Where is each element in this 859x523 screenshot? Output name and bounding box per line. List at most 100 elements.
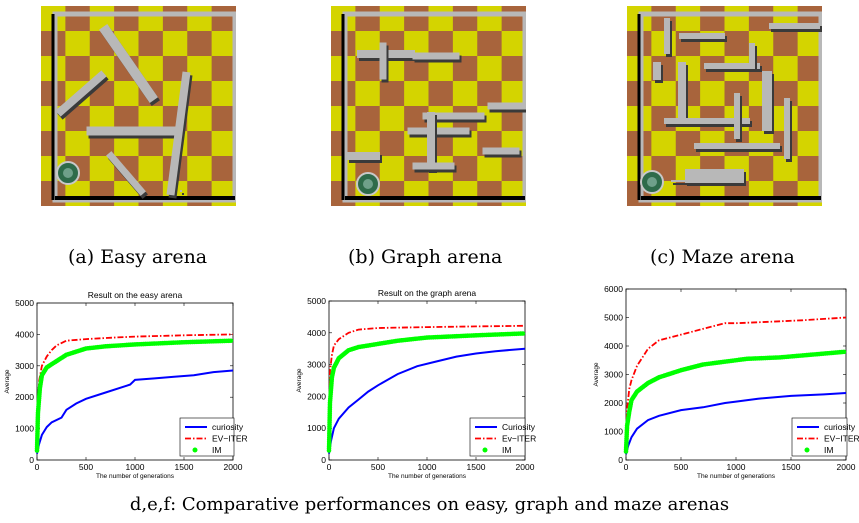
- caption-graph-arena: (b) Graph arena: [348, 246, 503, 268]
- maze-floor-tile: [651, 131, 677, 157]
- maze-chart-series-ev-iter-line: [625, 316, 847, 443]
- maze-chart-y-tick-label: 5000: [604, 313, 623, 323]
- graph-floor-tile: [452, 81, 478, 107]
- graph-chart-legend: [469, 417, 526, 457]
- easy-floor-tile: [211, 56, 236, 82]
- graph-floor-tile: [379, 81, 405, 107]
- easy-floor-tile: [138, 6, 164, 32]
- graph-floor-tile: [379, 156, 405, 182]
- graph-arena-svg: [331, 6, 526, 206]
- figure-caption: d,e,f: Comparative performances on easy,…: [129, 494, 730, 515]
- graph-floor-tile: [477, 156, 503, 182]
- graph-chart-y-axis-label: Average: [296, 368, 303, 392]
- maze-chart-legend-label: curiosity: [824, 422, 856, 432]
- graph-floor-tile: [428, 6, 454, 32]
- easy-chart-y-tick-label: 4000: [15, 329, 34, 339]
- maze-floor-tile: [700, 81, 725, 107]
- chart-easy: Result on the easy arena 0 1000 2000 3000 400…: [0, 285, 285, 489]
- easy-inner-wall: [166, 71, 191, 196]
- graph-floor-tile: [501, 56, 526, 82]
- maze-floor-tile: [724, 31, 750, 57]
- graph-chart-x-tick-label: 1000: [418, 462, 437, 472]
- easy-arena-image: [41, 6, 236, 206]
- easy-floor-tile: [138, 31, 164, 57]
- easy-floor-tile: [187, 31, 213, 57]
- maze-floor-tile: [773, 156, 799, 182]
- graph-chart-y-tick-label: 2000: [307, 391, 326, 401]
- easy-chart-x-tick-label: 2000: [224, 462, 243, 472]
- easy-floor-tile: [211, 31, 236, 57]
- maze-floor-tile: [724, 6, 750, 32]
- easy-floor-tile: [65, 31, 91, 57]
- maze-floor-tile: [797, 56, 822, 82]
- easy-chart-legend-swatch: [192, 447, 198, 453]
- maze-chart-legend-swatch: [804, 447, 810, 453]
- easy-arena-svg: [41, 6, 236, 206]
- easy-inner-wall: [106, 151, 146, 196]
- chart-easy-svg: Result on the easy arena 0 1000 2000 3000 400…: [4, 290, 248, 480]
- graph-chart-y-tick-label: 3000: [307, 360, 326, 370]
- graph-floor-tile: [501, 31, 526, 57]
- graph-floor-tile: [404, 6, 429, 32]
- graph-chart-legend-label: IM: [502, 445, 511, 455]
- graph-chart-y-tick-label: 5000: [307, 296, 326, 306]
- graph-floor-tile: [355, 106, 381, 132]
- maze-arena-image: [627, 6, 822, 206]
- maze-floor-tile: [748, 156, 774, 182]
- maze-floor-tile: [797, 81, 822, 107]
- easy-chart-x-axis-label: The number of generations: [96, 473, 175, 480]
- easy-chart-y-tick-label: 3000: [15, 361, 34, 371]
- graph-chart-x-tick-label: 0: [327, 462, 332, 472]
- chart-maze-svg: Result on the maze arena 0 1000 2000 3000 400…: [593, 276, 859, 480]
- graph-chart-title: Result on the graph arena: [378, 288, 477, 298]
- easy-floor-tile: [162, 31, 188, 57]
- easy-chart-y-tick-label: 2000: [15, 392, 34, 402]
- maze-chart-series-im-point: [841, 349, 847, 355]
- easy-floor-tile: [65, 56, 91, 82]
- maze-chart-legend: [791, 417, 848, 457]
- easy-floor-tile: [211, 6, 236, 32]
- easy-floor-tile: [114, 81, 139, 107]
- easy-floor-tile: [89, 6, 115, 32]
- graph-floor-tile: [477, 81, 503, 107]
- easy-inner-wall: [55, 70, 107, 117]
- graph-floor-tile: [452, 6, 478, 32]
- maze-chart-y-tick-label: 4000: [604, 341, 623, 351]
- easy-floor-tile: [65, 131, 91, 157]
- graph-chart-legend-swatch: [482, 447, 488, 453]
- graph-chart-y-tick-label: 4000: [307, 328, 326, 338]
- graph-chart-x-tick-label: 2000: [516, 462, 535, 472]
- maze-chart-y-axis-label: Average: [593, 362, 600, 386]
- graph-robot-sensor: [363, 179, 373, 189]
- easy-chart-x-tick-label: 1500: [175, 462, 194, 472]
- graph-floor-tile: [477, 56, 503, 82]
- easy-floor-tile: [211, 131, 236, 157]
- graph-floor-tile: [379, 131, 405, 157]
- easy-chart-y-tick-label: 1000: [15, 424, 34, 434]
- graph-chart-y-tick-label: 0: [321, 455, 326, 465]
- maze-chart-x-tick-label: 0: [624, 462, 629, 472]
- graph-chart-series-ev-iter-line: [328, 324, 526, 445]
- maze-floor-tile: [797, 131, 822, 157]
- graph-floor-tile: [477, 31, 503, 57]
- maze-chart-x-axis-label: The number of generations: [697, 473, 776, 480]
- graph-floor-tile: [428, 31, 454, 57]
- maze-chart-legend-label: EV−ITER: [824, 434, 859, 444]
- graph-floor-tile: [355, 6, 381, 32]
- graph-chart-legend-label: Curiosity: [502, 422, 536, 432]
- maze-chart-y-tick-label: 3000: [604, 370, 623, 380]
- graph-floor-tile: [404, 81, 429, 107]
- maze-chart-y-tick-label: 6000: [604, 285, 623, 294]
- easy-chart-legend: [179, 417, 235, 457]
- maze-floor-tile: [651, 81, 677, 107]
- graph-chart-x-tick-label: 500: [371, 462, 385, 472]
- easy-chart-legend-label: IM: [212, 445, 221, 455]
- maze-floor-tile: [773, 56, 799, 82]
- graph-floor-tile: [477, 6, 503, 32]
- maze-chart-x-tick-label: 2000: [837, 462, 856, 472]
- graph-chart-series-im-point: [520, 331, 526, 336]
- maze-chart-x-tick-label: 1000: [727, 462, 746, 472]
- maze-chart-y-tick-label: 1000: [604, 427, 623, 437]
- graph-chart-x-tick-label: 1500: [467, 462, 486, 472]
- easy-chart-series-ev-iter-line: [36, 333, 234, 451]
